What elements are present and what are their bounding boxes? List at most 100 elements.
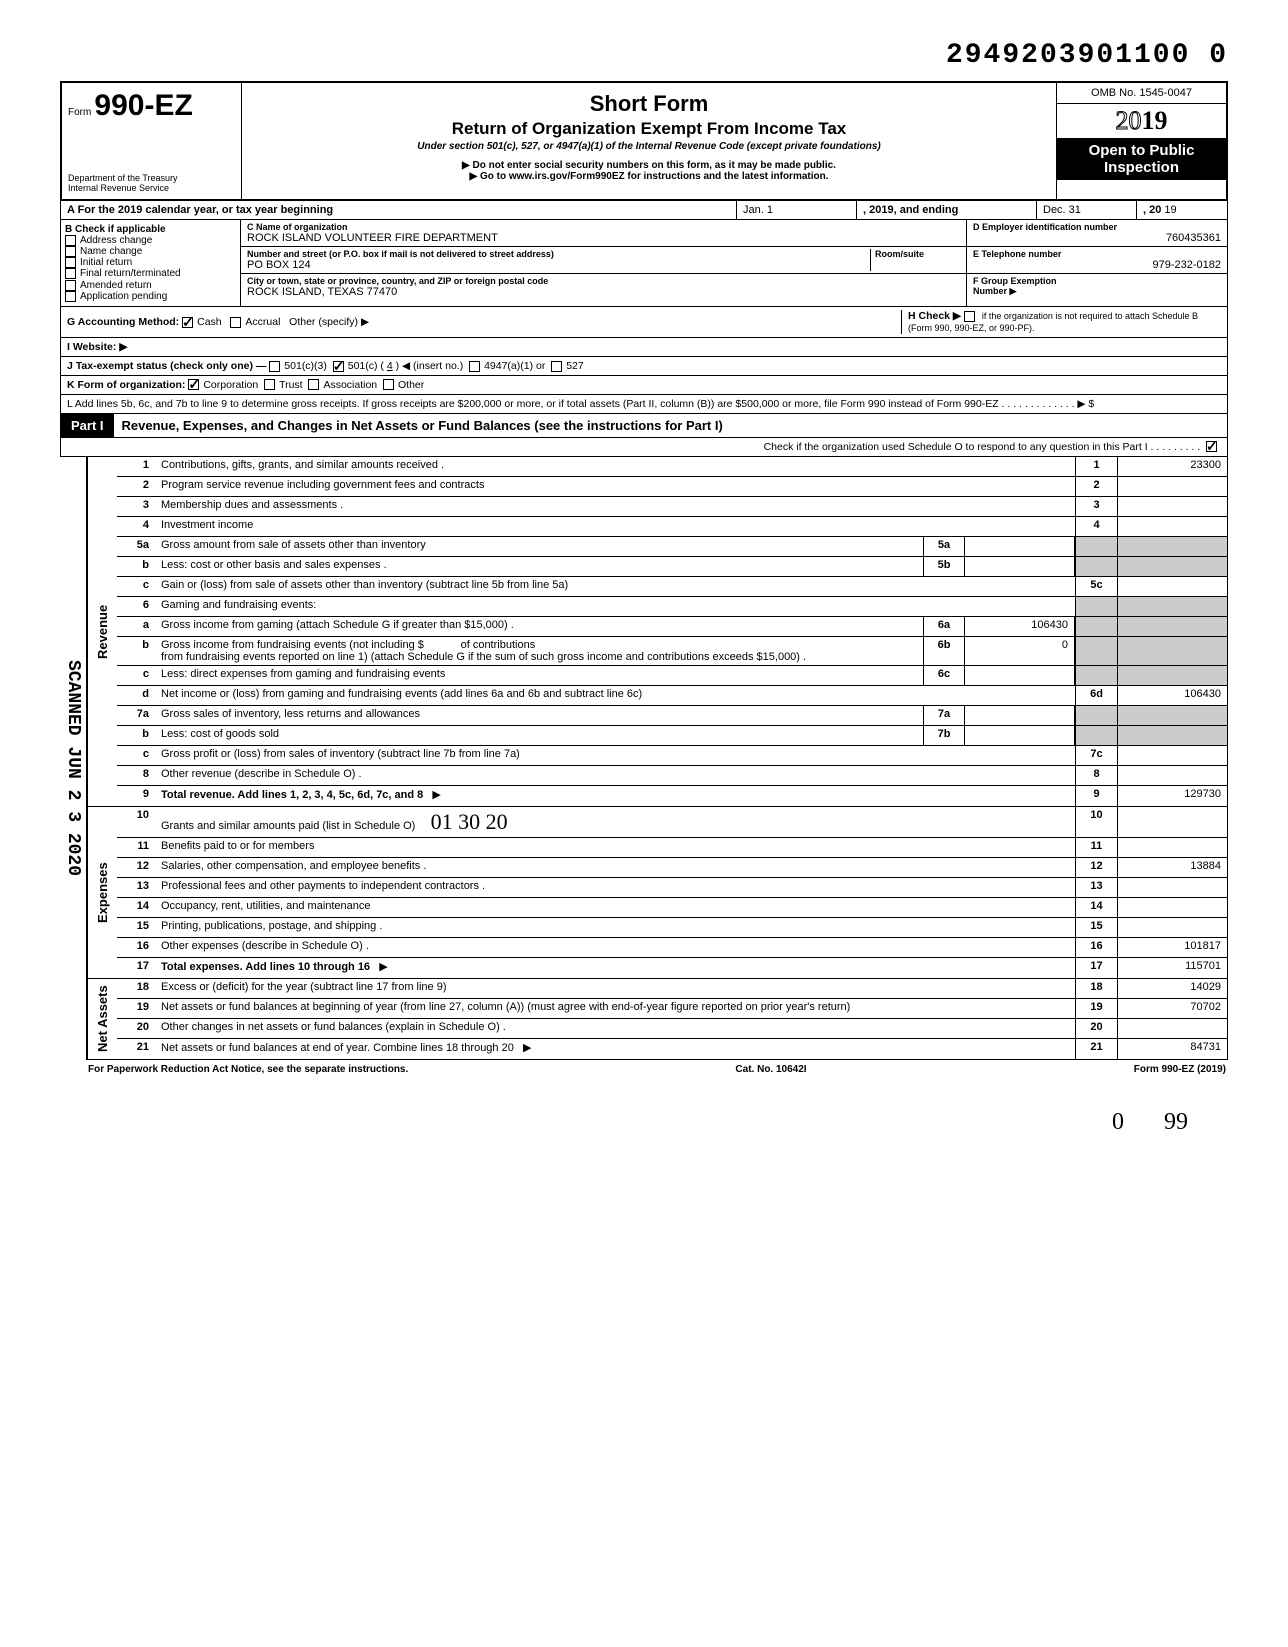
open-line1: Open to Public	[1059, 142, 1224, 159]
line5c-box: 5c	[1075, 577, 1117, 596]
line16-text: Other expenses (describe in Schedule O) …	[157, 938, 1075, 957]
h-label: H Check ▶	[908, 310, 961, 322]
row-i: I Website: ▶	[60, 338, 1228, 357]
c-city-label: City or town, state or province, country…	[247, 276, 960, 286]
row-k: K Form of organization: Corporation Trus…	[60, 376, 1228, 395]
line14-box: 14	[1075, 898, 1117, 917]
line1-amt: 23300	[1117, 457, 1227, 476]
line14-amt	[1117, 898, 1227, 917]
line6a-text: Gross income from gaming (attach Schedul…	[157, 617, 923, 636]
chk-trust[interactable]	[264, 379, 275, 390]
chk-accrual[interactable]	[230, 317, 241, 328]
omb-number: OMB No. 1545-0047	[1057, 83, 1226, 104]
line21-amt: 84731	[1117, 1039, 1227, 1059]
form-header: Form 990-EZ Department of the Treasury I…	[60, 81, 1228, 201]
chk-address-change[interactable]	[65, 235, 76, 246]
d-label: D Employer identification number	[973, 222, 1221, 232]
chk-4947[interactable]	[469, 361, 480, 372]
501c-number: 4	[387, 360, 393, 372]
b-header: B Check if applicable	[65, 224, 166, 235]
line6b-box: 6b	[923, 637, 965, 665]
line16-amt: 101817	[1117, 938, 1227, 957]
line21-box: 21	[1075, 1039, 1117, 1059]
row-a-end: , 20	[1143, 204, 1161, 216]
chk-application-pending[interactable]	[65, 291, 76, 302]
part1-title: Revenue, Expenses, and Changes in Net As…	[114, 414, 1227, 437]
row-g-h: G Accounting Method: Cash Accrual Other …	[60, 307, 1228, 338]
row-a-mid: , 2019, and ending	[863, 204, 958, 216]
line7c-box: 7c	[1075, 746, 1117, 765]
part1-check-text: Check if the organization used Schedule …	[764, 441, 1201, 453]
goto-url: ▶ Go to www.irs.gov/Form990EZ for instru…	[252, 171, 1046, 182]
line11-text: Benefits paid to or for members	[157, 838, 1075, 857]
chk-other-org[interactable]	[383, 379, 394, 390]
line3-amt	[1117, 497, 1227, 516]
chk-schedule-b[interactable]	[964, 311, 975, 322]
lbl-other-org: Other	[398, 379, 424, 391]
side-expenses: Expenses	[87, 807, 117, 978]
chk-527[interactable]	[551, 361, 562, 372]
line20-box: 20	[1075, 1019, 1117, 1038]
chk-final-return[interactable]	[65, 268, 76, 279]
chk-501c3[interactable]	[269, 361, 280, 372]
f-label2: Number ▶	[973, 286, 1016, 296]
footer-left: For Paperwork Reduction Act Notice, see …	[88, 1064, 408, 1075]
k-label: K Form of organization:	[67, 379, 185, 391]
row-j: J Tax-exempt status (check only one) — 5…	[60, 357, 1228, 376]
page-footer: For Paperwork Reduction Act Notice, see …	[86, 1060, 1228, 1079]
org-city: ROCK ISLAND, TEXAS 77470	[247, 286, 960, 298]
line16-box: 16	[1075, 938, 1117, 957]
line12-box: 12	[1075, 858, 1117, 877]
line9-box: 9	[1075, 786, 1117, 806]
i-label: I Website: ▶	[67, 341, 127, 353]
chk-amended-return[interactable]	[65, 280, 76, 291]
j-label: J Tax-exempt status (check only one) —	[67, 360, 266, 372]
form-prefix: Form	[68, 107, 91, 118]
chk-schedule-o-part1[interactable]	[1206, 441, 1217, 452]
telephone: 979-232-0182	[973, 259, 1221, 271]
handwritten-date: 01 30 20	[431, 809, 508, 834]
chk-cash[interactable]	[182, 317, 193, 328]
bottom-mark-b: 99	[1164, 1109, 1188, 1136]
bottom-marks: 0 99	[60, 1079, 1228, 1136]
line2-amt	[1117, 477, 1227, 496]
row-a-period: A For the 2019 calendar year, or tax yea…	[60, 201, 1228, 220]
chk-501c[interactable]	[333, 361, 344, 372]
line1-box: 1	[1075, 457, 1117, 476]
chk-initial-return[interactable]	[65, 257, 76, 268]
scanned-stamp: SCANNED JUN 2 3 2020	[63, 660, 83, 876]
line9-text: Total revenue. Add lines 1, 2, 3, 4, 5c,…	[157, 786, 1075, 806]
year-outline: 20	[1116, 106, 1142, 135]
bottom-mark-a: 0	[1112, 1109, 1124, 1136]
line5a-amt	[965, 537, 1075, 556]
line5b-text: Less: cost or other basis and sales expe…	[157, 557, 923, 576]
chk-association[interactable]	[308, 379, 319, 390]
line6b-amt: 0	[965, 637, 1075, 665]
line20-amt	[1117, 1019, 1227, 1038]
line17-text: Total expenses. Add lines 10 through 16 …	[157, 958, 1075, 978]
line3-text: Membership dues and assessments .	[157, 497, 1075, 516]
f-label: F Group Exemption	[973, 276, 1057, 286]
title-return: Return of Organization Exempt From Incom…	[252, 119, 1046, 139]
year-bold: 19	[1142, 106, 1168, 135]
row-a-jan: Jan. 1	[737, 201, 857, 219]
line7c-amt	[1117, 746, 1227, 765]
line6a-amt: 106430	[965, 617, 1075, 636]
line18-text: Excess or (deficit) for the year (subtra…	[157, 979, 1075, 998]
chk-name-change[interactable]	[65, 246, 76, 257]
line5a-text: Gross amount from sale of assets other t…	[157, 537, 923, 556]
lbl-accrual: Accrual	[245, 316, 280, 328]
c-room-label: Room/suite	[875, 249, 960, 259]
line20-text: Other changes in net assets or fund bala…	[157, 1019, 1075, 1038]
chk-corporation[interactable]	[188, 379, 199, 390]
line1-text: Contributions, gifts, grants, and simila…	[157, 457, 1075, 476]
line15-box: 15	[1075, 918, 1117, 937]
line18-amt: 14029	[1117, 979, 1227, 998]
line6d-text: Net income or (loss) from gaming and fun…	[157, 686, 1075, 705]
line6b-text: Gross income from fundraising events (no…	[157, 637, 923, 665]
line3-box: 3	[1075, 497, 1117, 516]
line6d-box: 6d	[1075, 686, 1117, 705]
form-number: 990-EZ	[94, 89, 192, 122]
tax-year: 2019	[1057, 104, 1226, 138]
line4-amt	[1117, 517, 1227, 536]
